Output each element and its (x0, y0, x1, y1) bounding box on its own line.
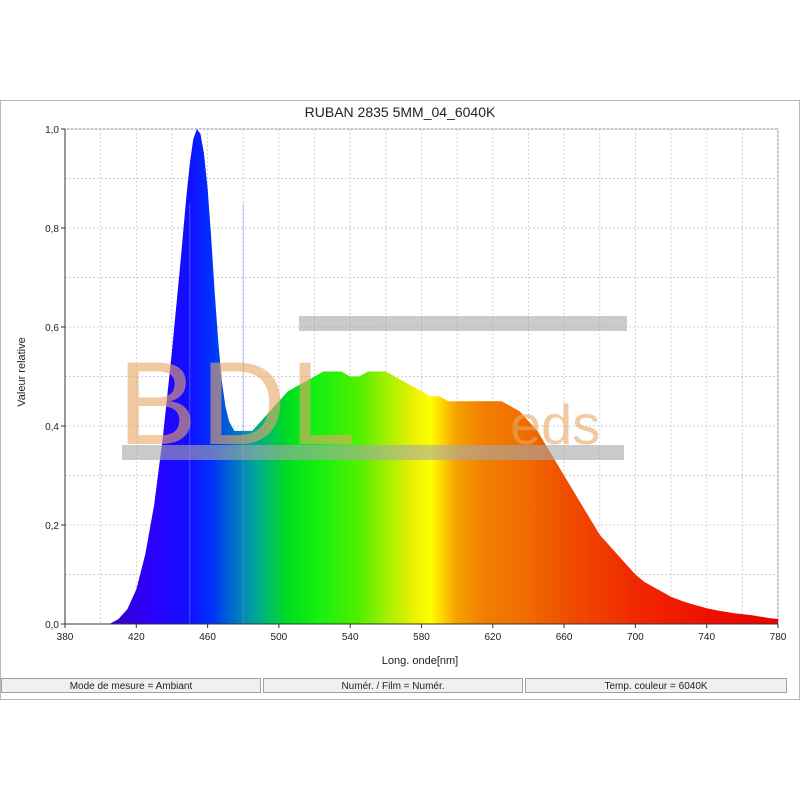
watermark-text-big: BDL (118, 338, 360, 470)
x-tick-label: 580 (413, 632, 430, 643)
status-mode: Mode de mesure = Ambiant (1, 678, 261, 693)
status-color-temp: Temp. couleur = 6040K (525, 678, 787, 693)
axes: 380 420 460 500 540 580 620 660 700 740 780 0,0 0,2 0… (45, 125, 787, 643)
chart-title: RUBAN 2835 5MM_04_6040K (304, 104, 496, 120)
x-tick-label: 500 (271, 632, 288, 643)
watermark-bar-top (299, 316, 627, 331)
y-tick-label: 0,6 (45, 323, 59, 334)
x-tick-label: 700 (627, 632, 644, 643)
watermark-text-small: eds (510, 393, 600, 456)
y-tick-label: 0,8 (45, 224, 59, 235)
x-tick-label: 380 (57, 632, 74, 643)
y-tick-label: 1,0 (45, 125, 59, 136)
y-tick-label: 0,2 (45, 521, 59, 532)
y-tick-label: 0,0 (45, 620, 59, 631)
watermark-logo: BDL eds (118, 316, 627, 470)
x-tick-label: 780 (770, 632, 787, 643)
x-tick-label: 660 (556, 632, 573, 643)
x-tick-label: 540 (342, 632, 359, 643)
watermark-bar-bottom (122, 445, 624, 460)
spectrum-area (109, 129, 779, 624)
x-axis-label: Long. onde[nm] (381, 655, 459, 667)
x-tick-label: 420 (128, 632, 145, 643)
x-tick-label: 740 (698, 632, 715, 643)
status-film: Numér. / Film = Numér. (263, 678, 523, 693)
x-tick-label: 460 (199, 632, 216, 643)
x-tick-label: 620 (484, 632, 501, 643)
y-tick-label: 0,4 (45, 422, 59, 433)
